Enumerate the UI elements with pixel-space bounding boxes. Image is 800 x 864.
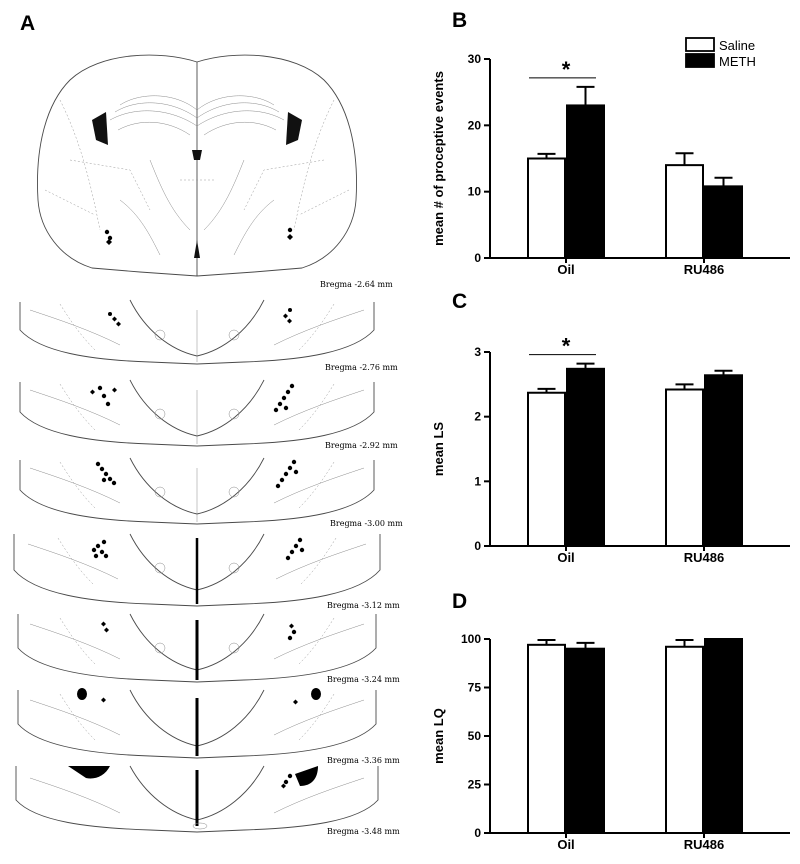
bar-meth-oil: [566, 104, 605, 259]
panel-c-letter: C: [452, 290, 467, 313]
bar-saline-oil: [527, 643, 566, 834]
legend-label-meth: METH: [719, 54, 756, 69]
y-tick-label: 75: [468, 681, 482, 695]
y-tick-label: 100: [461, 632, 481, 646]
y-axis-title: mean # of proceptive events: [431, 71, 446, 246]
bar-saline-ru486: [665, 164, 704, 259]
y-tick-label: 10: [468, 185, 482, 199]
significance-marker: *: [562, 334, 571, 359]
bregma-label: Bregma -3.36 mm: [327, 756, 400, 765]
coronal-section-large: [37, 54, 357, 277]
legend-label-saline: Saline: [719, 38, 755, 53]
chart-legend: Saline METH: [685, 37, 756, 69]
panel-b-letter: B: [452, 9, 467, 32]
y-tick-label: 0: [474, 251, 481, 265]
chart-panel-d: 0 25 50 75 100 mean LQ Oil RU486: [431, 632, 790, 852]
x-tick-label: Oil: [557, 837, 574, 852]
section-row-7: [17, 688, 377, 759]
bar-meth-oil: [566, 647, 605, 835]
section-row-2: [19, 299, 375, 365]
bregma-label: Bregma -2.76 mm: [325, 363, 398, 372]
bregma-label: Bregma -2.64 mm: [320, 280, 393, 289]
y-tick-label: 20: [468, 118, 482, 132]
y-tick-label: 3: [474, 345, 481, 359]
y-tick-label: 50: [468, 729, 482, 743]
y-tick-label: 1: [474, 474, 481, 488]
y-tick-label: 25: [468, 778, 482, 792]
bar-saline-ru486: [665, 388, 704, 547]
bregma-label: Bregma -3.48 mm: [327, 827, 400, 836]
x-tick-label: Oil: [557, 262, 574, 277]
section-row-4: [19, 457, 375, 525]
bregma-label: Bregma -3.24 mm: [327, 675, 400, 684]
section-row-3: [19, 379, 375, 447]
panel-a-letter: A: [20, 12, 35, 35]
chart-panel-c: 0 1 2 3 mean LS Oil RU486 *: [431, 334, 790, 565]
bar-saline-oil: [527, 157, 566, 259]
y-tick-label: 0: [474, 826, 481, 840]
y-tick-label: 0: [474, 539, 481, 553]
bregma-label: Bregma -3.00 mm: [330, 519, 403, 528]
x-tick-label: RU486: [684, 550, 724, 565]
bar-meth-oil: [566, 367, 605, 547]
chart-panel-b: 0 10 20 30 mean # of proceptive events Oil RU4…: [431, 52, 790, 277]
bar-meth-ru486: [704, 185, 743, 259]
x-tick-label: RU486: [684, 262, 724, 277]
bregma-label: Bregma -2.92 mm: [325, 441, 398, 450]
panel-d-letter: D: [452, 590, 467, 613]
x-tick-label: RU486: [684, 837, 724, 852]
y-tick-label: 30: [468, 52, 482, 66]
y-axis-title: mean LQ: [431, 708, 446, 764]
bar-saline-ru486: [665, 645, 704, 835]
y-axis-title: mean LS: [431, 422, 446, 477]
legend-swatch-saline: [685, 37, 715, 52]
bar-saline-oil: [527, 391, 566, 547]
significance-marker: *: [562, 57, 571, 82]
legend-swatch-meth: [685, 53, 715, 68]
x-tick-label: Oil: [557, 550, 574, 565]
section-row-5: [13, 533, 381, 607]
section-row-6: [17, 613, 377, 683]
section-row-8: [15, 765, 379, 833]
bregma-label: Bregma -3.12 mm: [327, 601, 400, 610]
bar-meth-ru486: [704, 638, 743, 834]
y-tick-label: 2: [474, 410, 481, 424]
panel-a-atlas: A: [13, 12, 403, 836]
bar-meth-ru486: [704, 374, 743, 547]
